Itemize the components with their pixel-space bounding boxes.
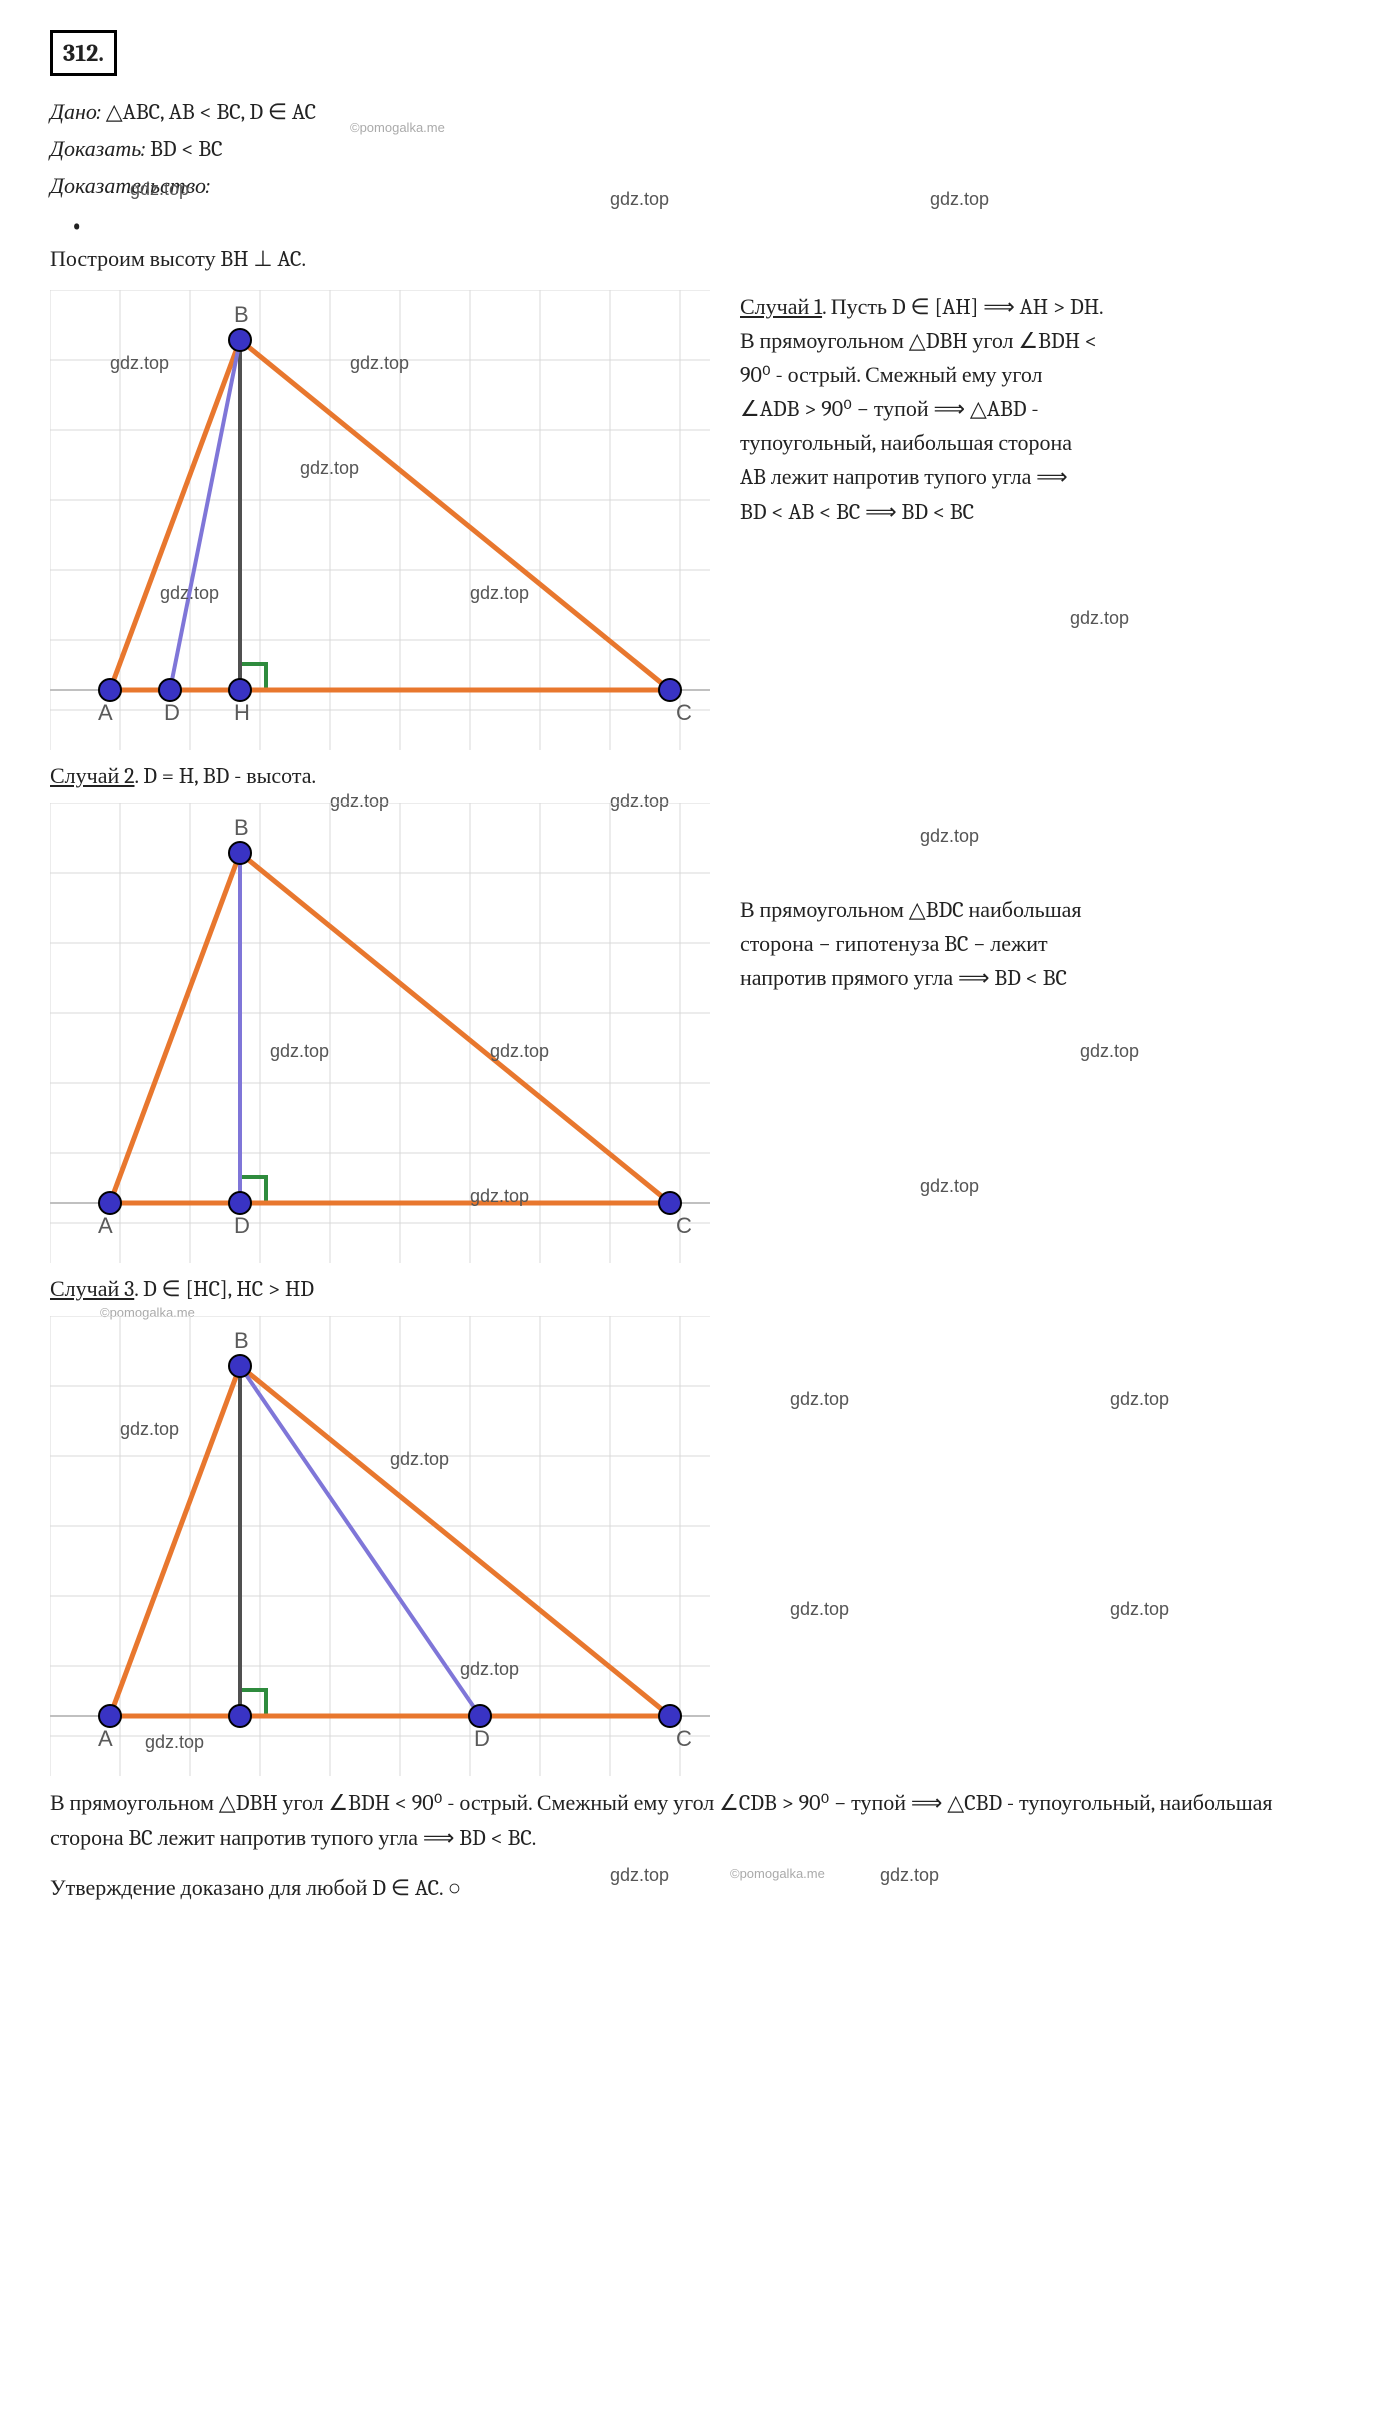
figure2-svg: A B C D: [50, 803, 710, 1263]
case2-t3: напротив прямого угла ⟹ BD < BC: [740, 961, 1350, 995]
svg-text:C: C: [676, 1726, 692, 1751]
gdz-watermark: gdz.top: [1080, 1038, 1139, 1066]
gdz-watermark: gdz.top: [1110, 1596, 1169, 1624]
prove-text: BD < BC: [150, 136, 223, 162]
case1-t7: BD < AB < BC ⟹ BD < BC: [740, 495, 1350, 529]
case2-t2: сторона − гипотенуза BC − лежит: [740, 927, 1350, 961]
figure2-wrap: ABCD gdz.top gdz.top gdz.top: [50, 803, 710, 1263]
given-text: △ABC, AB < BC, D ∈ AC: [106, 99, 316, 125]
svg-text:A: A: [98, 1726, 113, 1751]
case2-row: A B C D gdz.top gdz.top gdz.top gdz.top В п…: [50, 803, 1350, 1263]
svg-text:H: H: [234, 700, 250, 725]
case1-header: Случай 1: [740, 294, 822, 320]
case2-header-line: Случай 2. D = H, BD - высота. gdz.top gd…: [50, 760, 1350, 793]
case1-t1: . Пусть D ∈ [AH] ⟹ AH > DH.: [822, 294, 1104, 320]
case3-header-line: Случай 3. D ∈ [HC], HC > HD ©pomogalka.m…: [50, 1273, 1350, 1306]
proof-label: Доказательство:: [50, 173, 210, 199]
final-content: В прямоугольном △DBH угол ∠BDH < 90⁰ - о…: [50, 1790, 1273, 1851]
case1-t5: тупоугольный, наибольшая сторона: [740, 426, 1350, 460]
case1-t6: AB лежит напротив тупого угла ⟹: [740, 460, 1350, 494]
summary-text: Утверждение доказано для любой D ∈ AC. ○: [50, 1872, 1350, 1905]
gdz-watermark: gdz.top: [920, 823, 979, 851]
figure1-svg: A B C D H: [50, 290, 710, 750]
svg-text:C: C: [676, 1213, 692, 1238]
gdz-watermark: gdz.top: [790, 1386, 849, 1414]
given-line: Дано: △ABC, AB < BC, D ∈ AC: [50, 96, 1350, 129]
figure3-svg: A B C D: [50, 1316, 710, 1776]
gdz-watermark: gdz.top: [920, 1173, 979, 1201]
final-text: В прямоугольном △DBH угол ∠BDH < 90⁰ - о…: [50, 1786, 1350, 1856]
figure1-wrap: ABCDH gdz.top gdz.top gdz.top gdz.top gd…: [50, 290, 710, 750]
svg-text:D: D: [164, 700, 180, 725]
gdz-watermark: gdz.top: [790, 1596, 849, 1624]
case1-row: ABCDH gdz.top gdz.top gdz.top gdz.top gd…: [50, 290, 1350, 750]
case1-text: Случай 1. Пусть D ∈ [AH] ⟹ AH > DH. В пр…: [710, 290, 1350, 529]
case2-headtext: . D = H, BD - высота.: [134, 763, 316, 789]
svg-text:D: D: [234, 1213, 250, 1238]
given-label: Дано:: [50, 99, 101, 125]
case3-headtext: . D ∈ [HC], HC > HD: [134, 1276, 314, 1302]
case3-header: Случай 3: [50, 1276, 134, 1302]
figure3-wrap: ABCD gdz.top gdz.top gdz.top gdz.top: [50, 1316, 710, 1776]
case2-header: Случай 2: [50, 763, 134, 789]
prove-label: Доказать:: [50, 136, 145, 162]
construction-line: Построим высоту BH ⊥ AC.: [50, 243, 1350, 276]
case2-t1: В прямоугольном △BDC наибольшая: [740, 893, 1350, 927]
svg-text:B: B: [234, 815, 249, 840]
svg-text:A: A: [98, 1213, 113, 1238]
svg-text:B: B: [234, 1328, 249, 1353]
case1-t4: ∠ADB > 90⁰ − тупой ⟹ △ABD -: [740, 392, 1350, 426]
svg-text:B: B: [234, 302, 249, 327]
case1-line: Случай 1. Пусть D ∈ [AH] ⟹ AH > DH.: [740, 290, 1350, 324]
prove-line: Доказать: BD < BC: [50, 133, 1350, 166]
proof-label-line: Доказательство:: [50, 170, 1350, 203]
case1-t2: В прямоугольном △DBH угол ∠BDH <: [740, 324, 1350, 358]
problem-number: 312.: [50, 30, 117, 76]
gdz-watermark: gdz.top: [1110, 1386, 1169, 1414]
case1-t3: 90⁰ - острый. Смежный ему угол: [740, 358, 1350, 392]
summary-content: Утверждение доказано для любой D ∈ AC. ○: [50, 1875, 461, 1901]
svg-text:A: A: [98, 700, 113, 725]
given-block: Дано: △ABC, AB < BC, D ∈ AC ©pomogalka.m…: [50, 96, 1350, 203]
case2-text: gdz.top В прямоугольном △BDC наибольшая …: [710, 803, 1350, 995]
svg-text:D: D: [474, 1726, 490, 1751]
gdz-watermark: gdz.top: [1070, 605, 1129, 633]
case3-row: A B C D gdz.top gdz.top gdz.top gdz.top gdz…: [50, 1316, 1350, 1776]
case3-side: gdz.top gdz.top gdz.top gdz.top: [710, 1316, 1350, 1386]
svg-text:C: C: [676, 700, 692, 725]
bullet: •: [70, 218, 1350, 233]
